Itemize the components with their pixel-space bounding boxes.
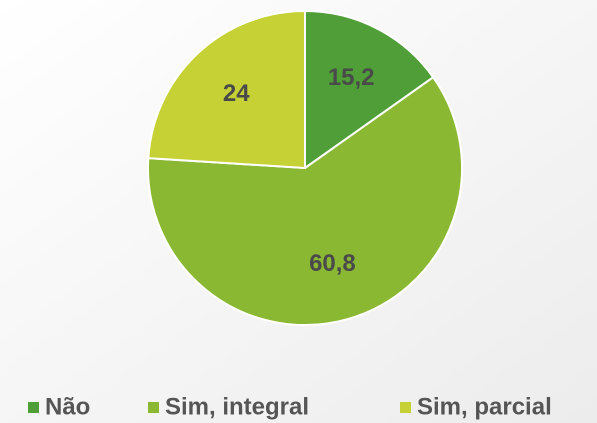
pie-slice (304, 9, 435, 170)
legend-swatch (148, 402, 159, 413)
data-label: 60,8 (309, 250, 356, 277)
legend-swatch (400, 402, 411, 413)
legend-swatch (28, 402, 39, 413)
legend-label: Sim, integral (165, 393, 309, 420)
legend-label: Sim, parcial (417, 393, 552, 420)
pie: 15,2 60,8 24 (147, 9, 463, 326)
pie-slice (147, 9, 306, 170)
pie-slice (147, 75, 463, 326)
legend-label: Não (45, 393, 90, 420)
data-label: 24 (223, 80, 250, 107)
legend: Não Sim, integral Sim, parcial (28, 393, 552, 420)
data-label: 15,2 (328, 64, 375, 91)
